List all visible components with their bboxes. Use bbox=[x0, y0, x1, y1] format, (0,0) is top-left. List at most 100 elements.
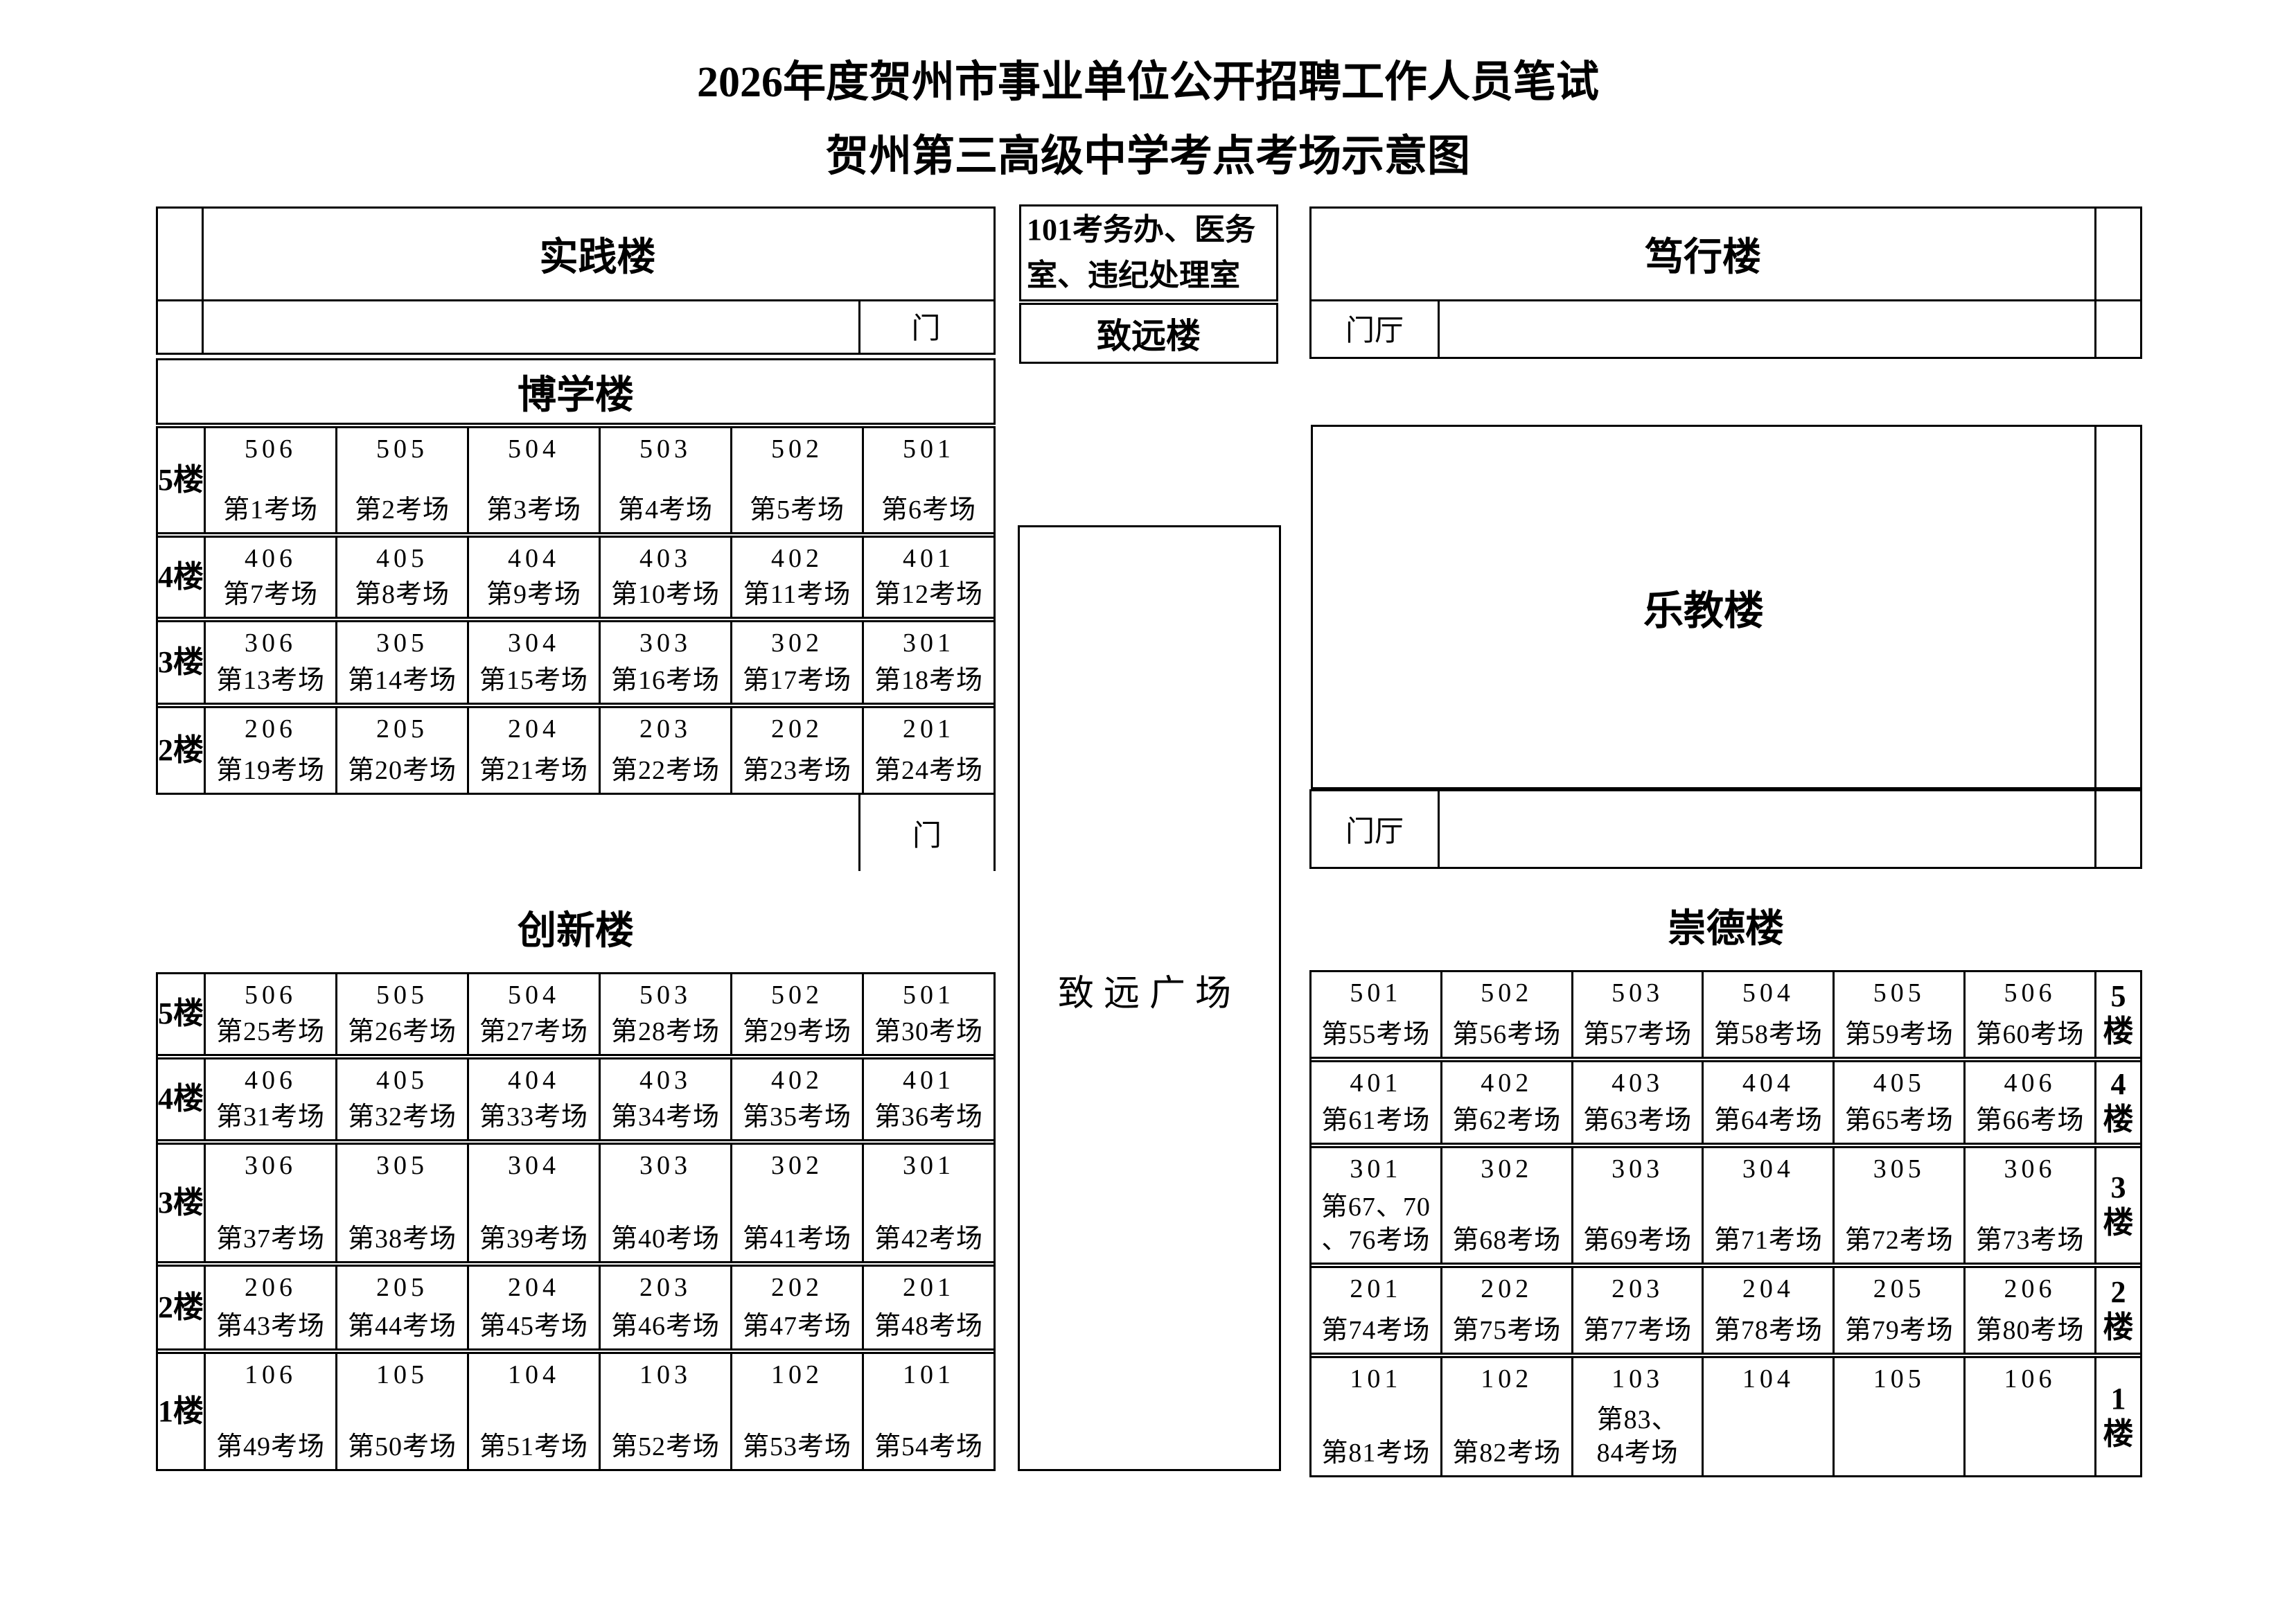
room-name: 第37考场 bbox=[215, 1224, 325, 1254]
room-cell: 302 第17考场 bbox=[730, 622, 862, 703]
room-number: 203 bbox=[1611, 1274, 1664, 1303]
room-number: 404 bbox=[508, 544, 560, 573]
room-cell: 303 第40考场 bbox=[599, 1145, 730, 1261]
room-cell: 506 第1考场 bbox=[204, 428, 335, 532]
room-number: 403 bbox=[639, 1066, 691, 1095]
grid-line bbox=[1438, 299, 1440, 357]
room-number: 201 bbox=[1350, 1274, 1402, 1303]
floor-label: 2楼 bbox=[158, 1290, 204, 1324]
room-name: 第19考场 bbox=[215, 755, 325, 785]
room-cell: 405 第8考场 bbox=[335, 538, 467, 617]
floor-label: 4楼 bbox=[2094, 1062, 2140, 1143]
room-name: 第34考场 bbox=[610, 1102, 720, 1132]
room-cell: 505 第59考场 bbox=[1833, 972, 1963, 1057]
room-cell: 405 第32考场 bbox=[335, 1059, 467, 1139]
foyer-row: 门厅 bbox=[1309, 789, 2142, 869]
room-number: 504 bbox=[1742, 978, 1794, 1008]
grid-line bbox=[2094, 791, 2096, 867]
room-number: 303 bbox=[639, 1151, 691, 1180]
room-name: 第82考场 bbox=[1452, 1438, 1562, 1468]
room-number: 205 bbox=[1873, 1274, 1925, 1303]
boxue-building-label: 博学楼 bbox=[156, 358, 996, 425]
room-cell: 403 第63考场 bbox=[1571, 1062, 1702, 1143]
floor-label: 5楼 bbox=[158, 996, 204, 1031]
room-number: 402 bbox=[771, 544, 823, 573]
room-name: 第38考场 bbox=[347, 1224, 457, 1254]
boxue-floor-table: 5楼 506 第1考场 505 第2考场 504 第3考场 503 第4考场 502 第5考场 501… bbox=[156, 426, 996, 795]
room-name: 第32考场 bbox=[347, 1102, 457, 1132]
gate-label: 门 bbox=[911, 313, 941, 345]
room-cell: 504 第58考场 bbox=[1702, 972, 1833, 1057]
room-cell: 304 第15考场 bbox=[467, 622, 599, 703]
room-number: 403 bbox=[639, 544, 691, 573]
room-cell: 204 第21考场 bbox=[467, 708, 599, 793]
room-cell: 502 第56考场 bbox=[1440, 972, 1571, 1057]
room-cell: 104 bbox=[1702, 1358, 1833, 1475]
room-name: 第40考场 bbox=[610, 1224, 720, 1254]
room-number: 205 bbox=[376, 1273, 428, 1302]
room-number: 304 bbox=[508, 628, 560, 658]
room-cell: 305 第38考场 bbox=[335, 1145, 467, 1261]
room-number: 203 bbox=[639, 1273, 691, 1302]
room-cell: 401 第61考场 bbox=[1312, 1062, 1440, 1143]
room-name: 第4考场 bbox=[617, 495, 713, 525]
room-cell: 301 第18考场 bbox=[862, 622, 994, 703]
floor-row: 201 第74考场 202 第75考场 203 第77考场 204 第78考场 205 第79考场… bbox=[1312, 1263, 2140, 1353]
room-name: 第16考场 bbox=[610, 665, 720, 695]
chuangxin-floor-table: 5楼 506 第25考场 505 第26考场 504 第27考场 503 第28考场 502 第29… bbox=[156, 972, 996, 1471]
room-number: 405 bbox=[376, 544, 428, 573]
room-name: 第61考场 bbox=[1321, 1105, 1431, 1135]
room-number: 104 bbox=[1742, 1364, 1794, 1393]
room-name: 第55考场 bbox=[1321, 1019, 1431, 1049]
floor-label: 2楼 bbox=[158, 732, 204, 767]
room-number: 302 bbox=[771, 628, 823, 658]
exam-office-room: 101考务办、医务 室、违纪处理室 bbox=[1019, 204, 1278, 301]
room-name: 第66考场 bbox=[1975, 1105, 2085, 1135]
room-number: 305 bbox=[1873, 1154, 1925, 1184]
room-number: 102 bbox=[1481, 1364, 1533, 1393]
room-number: 404 bbox=[1742, 1069, 1794, 1098]
room-name: 第7考场 bbox=[222, 579, 318, 609]
room-name: 第25考场 bbox=[215, 1017, 325, 1046]
room-cell: 106 第49考场 bbox=[204, 1354, 335, 1469]
room-number: 505 bbox=[376, 981, 428, 1010]
room-name: 第41考场 bbox=[742, 1224, 851, 1254]
room-number: 106 bbox=[2004, 1364, 2056, 1393]
floor-label: 5楼 bbox=[2094, 972, 2140, 1057]
room-name: 第77考场 bbox=[1583, 1315, 1693, 1345]
room-number: 505 bbox=[1873, 978, 1925, 1008]
room-name: 第31考场 bbox=[215, 1102, 325, 1132]
room-name: 第74考场 bbox=[1321, 1315, 1431, 1345]
room-cell: 506 第60考场 bbox=[1963, 972, 2094, 1057]
room-name: 第3考场 bbox=[486, 495, 581, 525]
room-cell: 206 第43考场 bbox=[204, 1267, 335, 1348]
room-cell: 501 第6考场 bbox=[862, 428, 994, 532]
room-name: 第17考场 bbox=[742, 665, 851, 695]
grid-line bbox=[858, 795, 860, 871]
room-name: 第33考场 bbox=[479, 1102, 588, 1132]
room-name: 第72考场 bbox=[1844, 1225, 1954, 1255]
floor-row: 501 第55考场 502 第56考场 503 第57考场 504 第58考场 505 第59考场… bbox=[1312, 972, 2140, 1057]
room-number: 401 bbox=[903, 544, 955, 573]
room-cell: 206 第80考场 bbox=[1963, 1268, 2094, 1353]
room-number: 506 bbox=[2004, 978, 2056, 1008]
room-number: 403 bbox=[1611, 1069, 1664, 1098]
floor-row: 5楼 506 第25考场 505 第26考场 504 第27考场 503 第28考场 502 第29… bbox=[158, 974, 994, 1054]
room-name: 第36考场 bbox=[874, 1102, 983, 1132]
room-number: 504 bbox=[508, 981, 560, 1010]
room-cell: 306 第37考场 bbox=[204, 1145, 335, 1261]
room-cell: 502 第5考场 bbox=[730, 428, 862, 532]
room-name: 第11考场 bbox=[743, 579, 851, 609]
room-cell: 201 第24考场 bbox=[862, 708, 994, 793]
room-name: 第78考场 bbox=[1713, 1315, 1823, 1345]
floor-row: 4楼 406 第31考场 405 第32考场 404 第33考场 403 第34考场 402 第35… bbox=[158, 1054, 994, 1139]
room-name: 第53考场 bbox=[742, 1432, 851, 1461]
room-number: 503 bbox=[639, 434, 691, 464]
room-name: 第14考场 bbox=[347, 665, 457, 695]
room-name: 第13考场 bbox=[215, 665, 325, 695]
floor-label: 5楼 bbox=[158, 462, 204, 497]
grid-line bbox=[858, 299, 860, 353]
room-name: 第75考场 bbox=[1452, 1315, 1562, 1345]
lejiao-building-block: 乐教楼 bbox=[1311, 425, 2142, 789]
